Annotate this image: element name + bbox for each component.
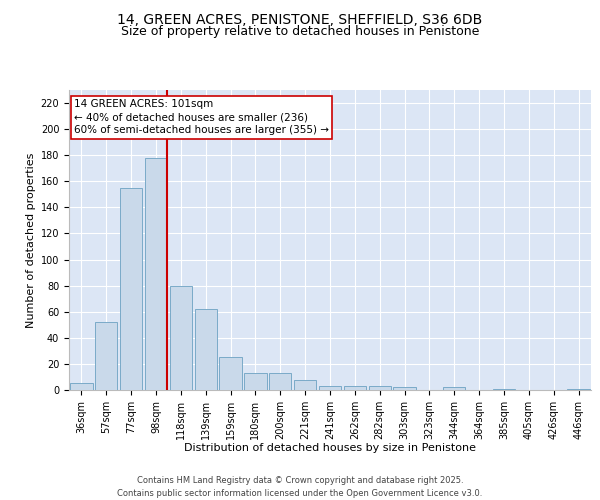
Bar bbox=[344, 386, 366, 390]
Text: 14 GREEN ACRES: 101sqm
← 40% of detached houses are smaller (236)
60% of semi-de: 14 GREEN ACRES: 101sqm ← 40% of detached… bbox=[74, 99, 329, 136]
Text: Contains HM Land Registry data © Crown copyright and database right 2025.
Contai: Contains HM Land Registry data © Crown c… bbox=[118, 476, 482, 498]
Bar bbox=[70, 384, 92, 390]
Y-axis label: Number of detached properties: Number of detached properties bbox=[26, 152, 37, 328]
Bar bbox=[294, 380, 316, 390]
Bar bbox=[568, 388, 590, 390]
Bar bbox=[319, 386, 341, 390]
Bar bbox=[394, 388, 416, 390]
Bar bbox=[170, 286, 192, 390]
Bar bbox=[95, 322, 118, 390]
Bar bbox=[269, 373, 292, 390]
Text: 14, GREEN ACRES, PENISTONE, SHEFFIELD, S36 6DB: 14, GREEN ACRES, PENISTONE, SHEFFIELD, S… bbox=[118, 12, 482, 26]
Bar bbox=[368, 386, 391, 390]
Bar bbox=[443, 388, 466, 390]
Bar bbox=[493, 388, 515, 390]
Bar bbox=[120, 188, 142, 390]
Bar bbox=[145, 158, 167, 390]
Bar bbox=[244, 373, 266, 390]
Text: Size of property relative to detached houses in Penistone: Size of property relative to detached ho… bbox=[121, 25, 479, 38]
Bar bbox=[220, 358, 242, 390]
X-axis label: Distribution of detached houses by size in Penistone: Distribution of detached houses by size … bbox=[184, 444, 476, 454]
Bar bbox=[194, 309, 217, 390]
